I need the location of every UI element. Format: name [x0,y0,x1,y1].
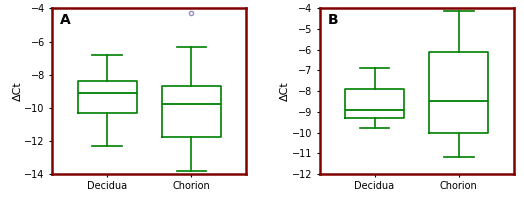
Text: B: B [328,13,338,27]
Y-axis label: ΔCt: ΔCt [280,81,290,101]
Y-axis label: ΔCt: ΔCt [13,81,23,101]
Text: A: A [60,13,71,27]
